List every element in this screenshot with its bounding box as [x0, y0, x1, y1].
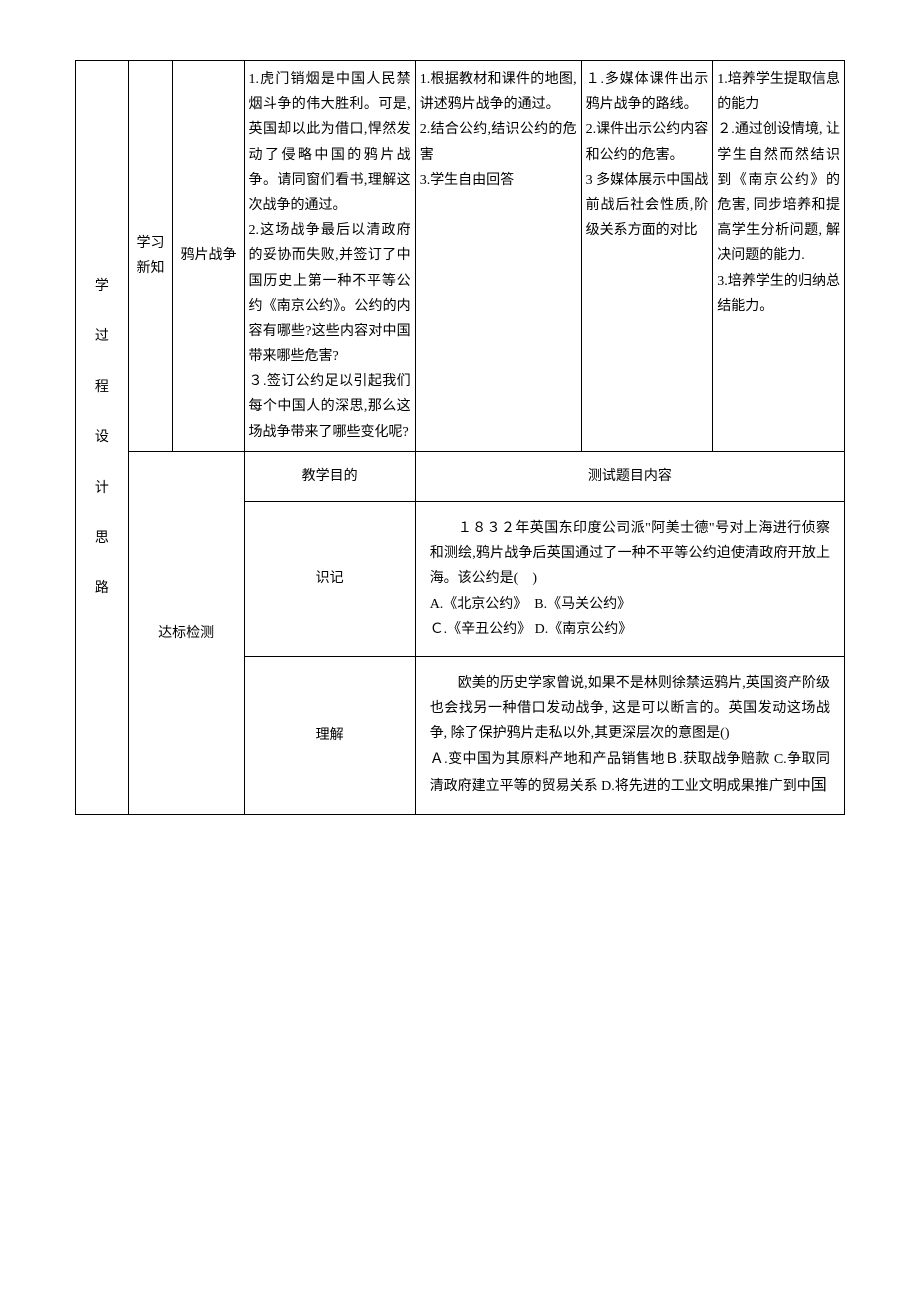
topic-label: 鸦片战争	[173, 61, 244, 452]
enlarged-char: 国	[811, 777, 827, 794]
test-question-text: 欧美的历史学家曾说,如果不是林则徐禁运鸦片,英国资产阶级也会找另一种借口发动战争…	[430, 671, 830, 747]
left-section-char: 设	[95, 430, 109, 445]
test-option-line: Ｃ.《辛丑公约》 D.《南京公约》	[430, 617, 830, 642]
test-content-recall: １８３２年英国东印度公司派"阿美士德"号对上海进行侦察和测绘,鸦片战争后英国通过…	[415, 502, 844, 657]
left-section-char: 过	[95, 329, 109, 344]
test-header-goal: 教学目的	[244, 451, 415, 501]
student-activity-cell: 1.根据教材和课件的地图,讲述鸦片战争的通过。 2.结合公约,结识公约的危害 3…	[415, 61, 581, 452]
test-option-line: Ａ.变中国为其原料产地和产品销售地Ｂ.获取战争赔款 C.争取同清政府建立平等的贸…	[430, 747, 830, 801]
left-section-label: 学 过 程 设 计 思 路	[76, 61, 129, 815]
left-section-char: 程	[95, 380, 109, 395]
test-goal-understand: 理解	[244, 656, 415, 815]
test-header-content: 测试题目内容	[415, 451, 844, 501]
test-goal-recall: 识记	[244, 502, 415, 657]
sub-section-label-test: 达标检测	[128, 451, 244, 815]
media-cell: １.多媒体课件出示鸦片战争的路线。 2.课件出示公约内容和公约的危害。 3 多媒…	[581, 61, 713, 452]
sub-section-label-study: 学习新知	[128, 61, 173, 452]
table-row: 学 过 程 设 计 思 路 学习新知 鸦片战争 1.虎门销烟是中国人民禁烟斗争的…	[76, 61, 845, 452]
lesson-plan-table: 学 过 程 设 计 思 路 学习新知 鸦片战争 1.虎门销烟是中国人民禁烟斗争的…	[75, 60, 845, 815]
design-intent-cell: 1.培养学生提取信息的能力 ２.通过创设情境, 让学生自然而然结识到《南京公约》…	[713, 61, 845, 452]
teacher-activity-cell: 1.虎门销烟是中国人民禁烟斗争的伟大胜利。可是,英国却以此为借口,悍然发动了侵略…	[244, 61, 415, 452]
test-question-text: １８３２年英国东印度公司派"阿美士德"号对上海进行侦察和测绘,鸦片战争后英国通过…	[430, 516, 830, 592]
left-section-char: 学	[95, 279, 109, 294]
left-section-char: 思	[95, 531, 109, 546]
test-option-line: A.《北京公约》 B.《马关公约》	[430, 592, 830, 617]
left-section-char: 计	[95, 481, 109, 496]
document-page: 学 过 程 设 计 思 路 学习新知 鸦片战争 1.虎门销烟是中国人民禁烟斗争的…	[0, 0, 920, 875]
table-row: 达标检测 教学目的 测试题目内容	[76, 451, 845, 501]
left-section-char: 路	[95, 581, 109, 596]
test-content-understand: 欧美的历史学家曾说,如果不是林则徐禁运鸦片,英国资产阶级也会找另一种借口发动战争…	[415, 656, 844, 815]
